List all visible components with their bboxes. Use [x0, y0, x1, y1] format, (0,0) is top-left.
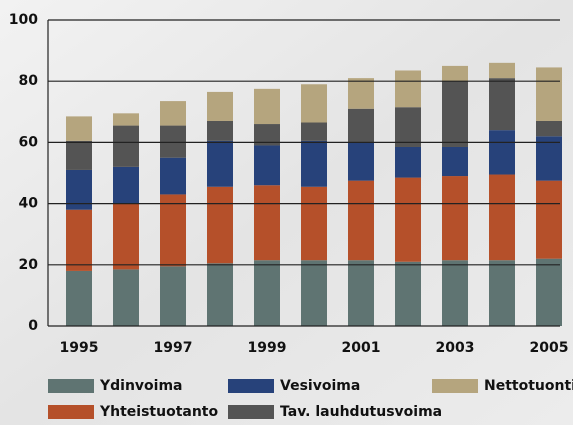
bar-segment: [489, 260, 515, 326]
bar-segment: [489, 130, 515, 175]
bar-segment: [442, 176, 468, 261]
bar-segment: [160, 101, 186, 126]
x-tick-label: 1995: [60, 340, 99, 356]
bar-segment: [113, 269, 139, 326]
bar-segment: [395, 261, 421, 326]
bar-segment: [348, 108, 374, 143]
bar-segment: [113, 203, 139, 270]
bar-segment: [113, 125, 139, 167]
bar-segment: [489, 62, 515, 79]
bar-segment: [66, 209, 92, 271]
bar-segment: [207, 140, 233, 187]
bar-segment: [160, 157, 186, 195]
bar-segment: [254, 145, 280, 186]
bar-segment: [254, 124, 280, 146]
plot-area: 1995 1997 1999 2001 2003 2005 0 20 40 60 80 100: [9, 12, 569, 356]
bar-segment: [348, 180, 374, 261]
bar-segment: [536, 67, 562, 121]
bar-segment: [254, 88, 280, 125]
bar-segment: [348, 78, 374, 109]
bar-segment: [301, 84, 327, 123]
legend-label: Tav. lauhdutusvoima: [280, 404, 442, 420]
bar-segment: [536, 136, 562, 181]
bar-segment: [254, 260, 280, 326]
bar-segment: [442, 260, 468, 326]
legend-label: Yhteistuotanto: [99, 404, 219, 420]
x-tick-label: 2005: [530, 340, 569, 356]
legend-label: Ydinvoima: [99, 378, 183, 394]
legend-label: Nettotuonti: [484, 378, 573, 394]
bar-segment: [348, 260, 374, 326]
bar-segment: [301, 260, 327, 326]
x-tick-label: 1997: [154, 340, 193, 356]
legend-label: Vesivoima: [280, 378, 360, 394]
x-tick-label: 2003: [436, 340, 475, 356]
bar-segment: [395, 107, 421, 147]
x-tick-label: 1999: [248, 340, 287, 356]
x-tick-label: 2001: [342, 340, 381, 356]
y-tick-label: 20: [19, 257, 39, 273]
bar-segment: [536, 258, 562, 326]
legend-swatch: [228, 379, 274, 393]
legend-swatch: [228, 405, 274, 419]
bar-segment: [442, 65, 468, 82]
bar-segment: [301, 140, 327, 187]
bar-segment: [207, 186, 233, 264]
bar-segment: [207, 91, 233, 121]
bar-segment: [66, 116, 92, 141]
bar-segment: [536, 120, 562, 137]
legend-swatch: [432, 379, 478, 393]
legend-swatch: [48, 379, 94, 393]
y-tick-label: 0: [28, 318, 38, 334]
legend: Ydinvoima Yhteistuotanto Vesivoima Tav. lau…: [48, 378, 573, 420]
y-tick-label: 40: [19, 196, 39, 212]
bar-segment: [207, 120, 233, 141]
bar-segment: [395, 177, 421, 262]
bar-segment: [160, 266, 186, 326]
y-tick-label: 100: [9, 12, 38, 28]
bar-segment: [348, 142, 374, 181]
bar-segment: [66, 270, 92, 326]
bar-segment: [395, 146, 421, 178]
bar-segment: [254, 185, 280, 261]
bar-segment: [207, 263, 233, 326]
bar-segment: [442, 146, 468, 177]
bar-segment: [301, 186, 327, 261]
bar-segment: [113, 166, 139, 204]
bar-segment: [395, 70, 421, 108]
legend-swatch: [48, 405, 94, 419]
bar-segment: [301, 122, 327, 141]
bar-segment: [442, 81, 468, 147]
bar-segment: [489, 78, 515, 131]
bar-segment: [66, 140, 92, 170]
bar-segment: [160, 125, 186, 158]
bar-segment: [160, 194, 186, 267]
y-tick-label: 80: [19, 73, 39, 89]
y-tick-label: 60: [19, 134, 39, 150]
bar-segment: [536, 180, 562, 259]
bar-segment: [489, 174, 515, 261]
bar-segment: [113, 113, 139, 126]
